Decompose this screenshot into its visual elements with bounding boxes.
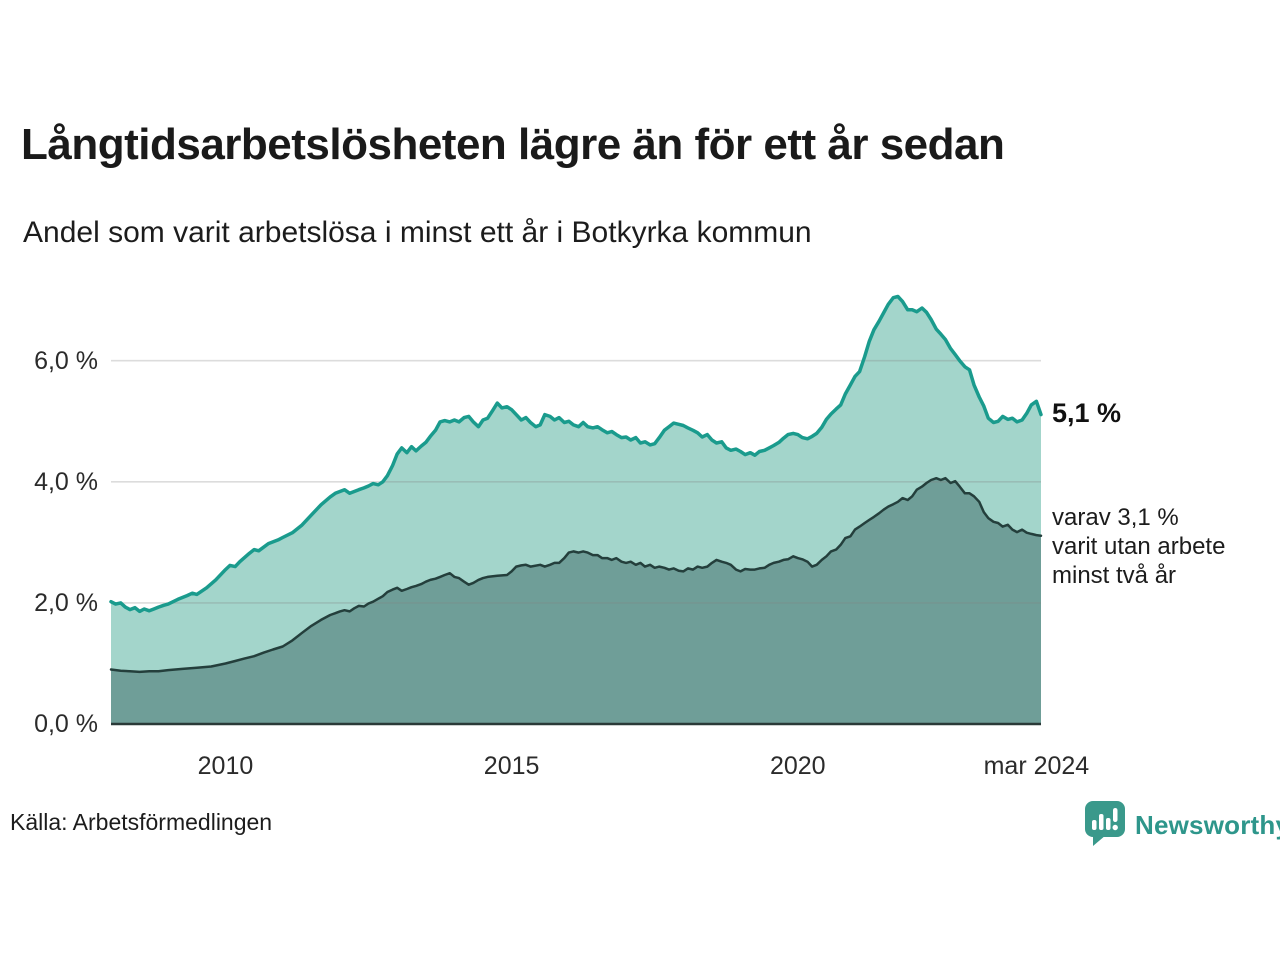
series-line [109, 476, 1043, 674]
chart-subtitle: Andel som varit arbetslösa i minst ett å… [23, 216, 812, 249]
y-axis-tick-label: 0,0 % [34, 710, 98, 738]
y-axis-tick-label: 6,0 % [34, 346, 98, 375]
x-axis-tick-label: 2020 [769, 752, 826, 780]
source-note: Källa: Arbetsförmedlingen [10, 809, 273, 835]
area-fill [111, 478, 1041, 724]
x-axis-tick-label: mar 2024 [983, 752, 1090, 780]
x-axis-tick-label: 2010 [197, 752, 254, 780]
newsworthy-logo: Newsworthy [1083, 799, 1280, 852]
y-axis-tick-label: 2,0 % [34, 588, 98, 617]
brand-name: Newsworthy [1135, 810, 1280, 840]
series-end-label-two-years: varav 3,1 % varit utan arbete minst två … [1052, 504, 1226, 589]
series-end-label-one-year: 5,1 % [1052, 398, 1122, 428]
page-title: Långtidsarbetslösheten lägre än för ett … [21, 120, 1005, 169]
y-axis-tick-label: 4,0 % [34, 467, 98, 496]
x-axis-tick-label: 2015 [483, 752, 540, 780]
bar-chart-speech-bubble-icon [1083, 799, 1127, 852]
series-line [109, 294, 1043, 614]
